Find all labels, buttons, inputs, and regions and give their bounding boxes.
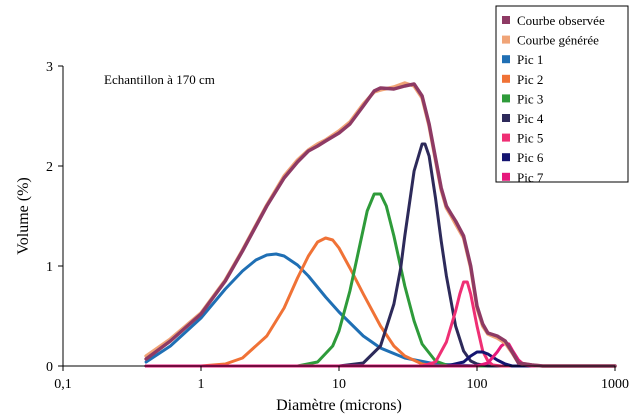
series-line-pic-6	[144, 350, 617, 368]
x-axis-label: Diamètre (microns)	[276, 397, 402, 414]
x-tick-label: 1000	[601, 377, 629, 392]
series-line-pic-2	[144, 236, 617, 368]
y-tick-label: 2	[46, 160, 53, 175]
legend-swatch	[502, 133, 510, 142]
legend-label: Pic 2	[517, 72, 543, 87]
series-line-pic-5	[144, 280, 617, 368]
legend-swatch	[502, 172, 510, 181]
legend-label: Pic 6	[517, 150, 544, 165]
legend-swatch	[502, 114, 510, 122]
x-tick-label: 1	[198, 377, 205, 392]
plot-area	[144, 81, 617, 368]
y-axis-label: Volume (%)	[15, 177, 32, 254]
legend-label: Pic 1	[517, 52, 543, 67]
legend-label: Courbe observée	[517, 13, 605, 28]
legend-swatch	[502, 74, 510, 83]
legend-label: Pic 7	[517, 170, 544, 185]
legend-swatch	[502, 35, 510, 44]
legend: Courbe observée Courbe générée Pic 1 Pic 2 P…	[495, 5, 629, 185]
legend-label: Pic 3	[517, 91, 543, 106]
legend-swatch	[502, 153, 510, 162]
y-tick-label: 1	[46, 260, 53, 275]
legend-swatch	[502, 55, 510, 64]
legend-box	[495, 5, 629, 183]
legend-label: Pic 4	[517, 111, 544, 126]
series-line-pic-3	[144, 192, 617, 368]
series-line-courbe-observee	[144, 82, 617, 368]
y-tick-label: 3	[46, 60, 53, 75]
legend-label: Pic 5	[517, 131, 543, 146]
legend-swatch	[502, 94, 510, 103]
y-ticks: 0 1 2 3	[46, 60, 63, 375]
y-tick-label: 0	[46, 360, 53, 375]
legend-label: Courbe générée	[517, 33, 599, 48]
x-ticks: 0,1 1 10 100 1000	[54, 366, 629, 392]
x-tick-label: 10	[332, 377, 346, 392]
series-line-pic-4	[144, 142, 617, 368]
series-line-pic-1	[144, 252, 617, 368]
x-tick-label: 100	[467, 377, 488, 392]
chart-annotation: Echantillon à 170 cm	[104, 72, 215, 87]
x-tick-label: 0,1	[54, 377, 72, 392]
legend-swatch	[502, 16, 510, 24]
